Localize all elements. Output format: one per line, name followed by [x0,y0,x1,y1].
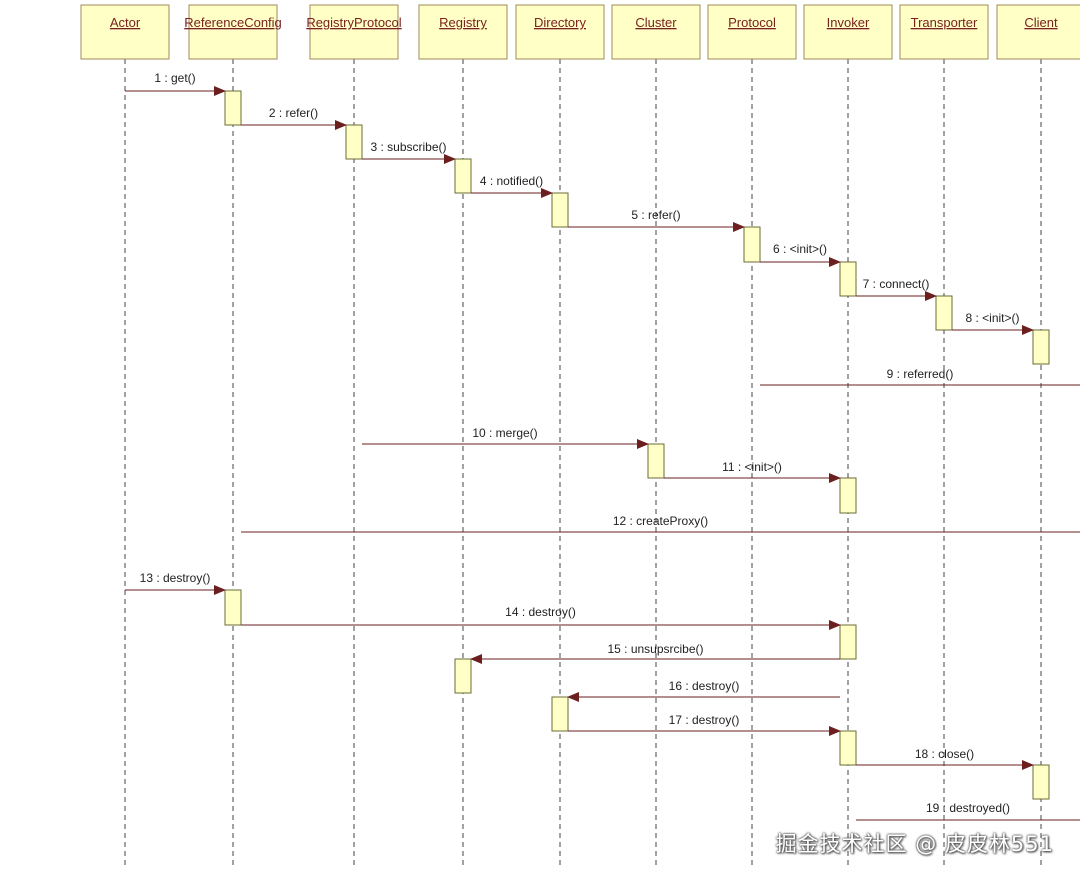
message-1: 1 : get() [125,71,226,96]
activation-bar [454,658,472,694]
message-label: 10 : merge() [472,426,537,440]
message-label: 12 : createProxy() [613,514,708,528]
activation-bar [345,124,363,160]
watermark-text: 掘金技术社区 @ 皮皮林551 [775,832,1054,856]
participant-actor: Actor [80,4,170,60]
activation-bar [551,696,569,732]
message-10: 10 : merge() [362,426,649,449]
participant-cluster: Cluster [611,4,701,60]
message-4: 4 : notified() [471,174,553,198]
participant-referenceconfig: ReferenceConfig [184,4,282,60]
participant-box [707,4,797,60]
message-17: 17 : destroy() [568,713,841,736]
message-label: 14 : destroy() [505,605,576,619]
participant-registryprotocol: RegistryProtocol [306,4,402,60]
message-3: 3 : subscribe() [362,140,456,164]
message-7: 7 : connect() [856,277,937,301]
activation-bar [839,261,857,297]
message-16: 16 : destroy() [567,679,840,702]
message-label: 15 : unsupsrcibe() [607,642,703,656]
message-15: 15 : unsupsrcibe() [470,642,840,664]
message-label: 7 : connect() [863,277,930,291]
message-2: 2 : refer() [241,106,347,130]
participant-box [899,4,989,60]
message-label: 1 : get() [154,71,195,85]
message-label: 5 : refer() [631,208,680,222]
message-label: 9 : referred() [887,367,954,381]
activation-bar [839,477,857,514]
participant-label: Protocol [728,15,776,30]
participant-label: Actor [110,15,141,30]
participant-label: Transporter [911,15,978,30]
participant-label: Registry [439,15,487,30]
message-18: 18 : close() [856,747,1034,770]
message-label: 11 : <init>() [722,460,782,474]
activation-bar [839,624,857,660]
message-11: 11 : <init>() [664,460,841,483]
participant-label: Invoker [827,15,870,30]
message-6: 6 : <init>() [760,242,841,267]
message-label: 18 : close() [915,747,974,761]
participant-label: ReferenceConfig [184,15,282,30]
message-label: 13 : destroy() [140,571,211,585]
activation-bar [1032,764,1050,800]
activation-bar [935,295,953,331]
participant-label: Client [1024,15,1058,30]
message-label: 16 : destroy() [669,679,740,693]
participant-label: RegistryProtocol [306,15,401,30]
activation-bar [454,158,472,194]
participant-box [515,4,605,60]
participant-box [309,4,399,60]
participant-invoker: Invoker [803,4,893,60]
message-label: 6 : <init>() [773,242,827,256]
participant-protocol: Protocol [707,4,797,60]
message-8: 8 : <init>() [952,311,1034,335]
participant-box [188,4,278,60]
participant-client: Client [996,4,1080,60]
message-label: 8 : <init>() [965,311,1019,325]
participant-directory: Directory [515,4,605,60]
message-14: 14 : destroy() [241,605,841,630]
participant-label: Directory [534,15,587,30]
message-label: 2 : refer() [269,106,318,120]
message-label: 4 : notified() [480,174,543,188]
activation-bar [551,192,569,228]
participant-label: Cluster [635,15,677,30]
activation-bar [224,589,242,626]
message-label: 17 : destroy() [669,713,740,727]
message-12: 12 : createProxy() [241,514,1080,533]
participant-box [996,4,1080,60]
activation-bar [1032,329,1050,365]
message-19: 19 : destroyed() [856,801,1080,821]
participant-transporter: Transporter [899,4,989,60]
participant-box [611,4,701,60]
participant-registry: Registry [418,4,508,60]
participant-box [80,4,170,60]
activation-bar [839,730,857,766]
participant-box [418,4,508,60]
participant-box [803,4,893,60]
activation-bar [647,443,665,479]
activation-bar [224,90,242,126]
message-label: 19 : destroyed() [926,801,1010,815]
message-9: 9 : referred() [760,367,1080,386]
activation-bar [743,226,761,263]
message-13: 13 : destroy() [125,571,226,595]
message-5: 5 : refer() [568,208,745,232]
message-label: 3 : subscribe() [370,140,446,154]
